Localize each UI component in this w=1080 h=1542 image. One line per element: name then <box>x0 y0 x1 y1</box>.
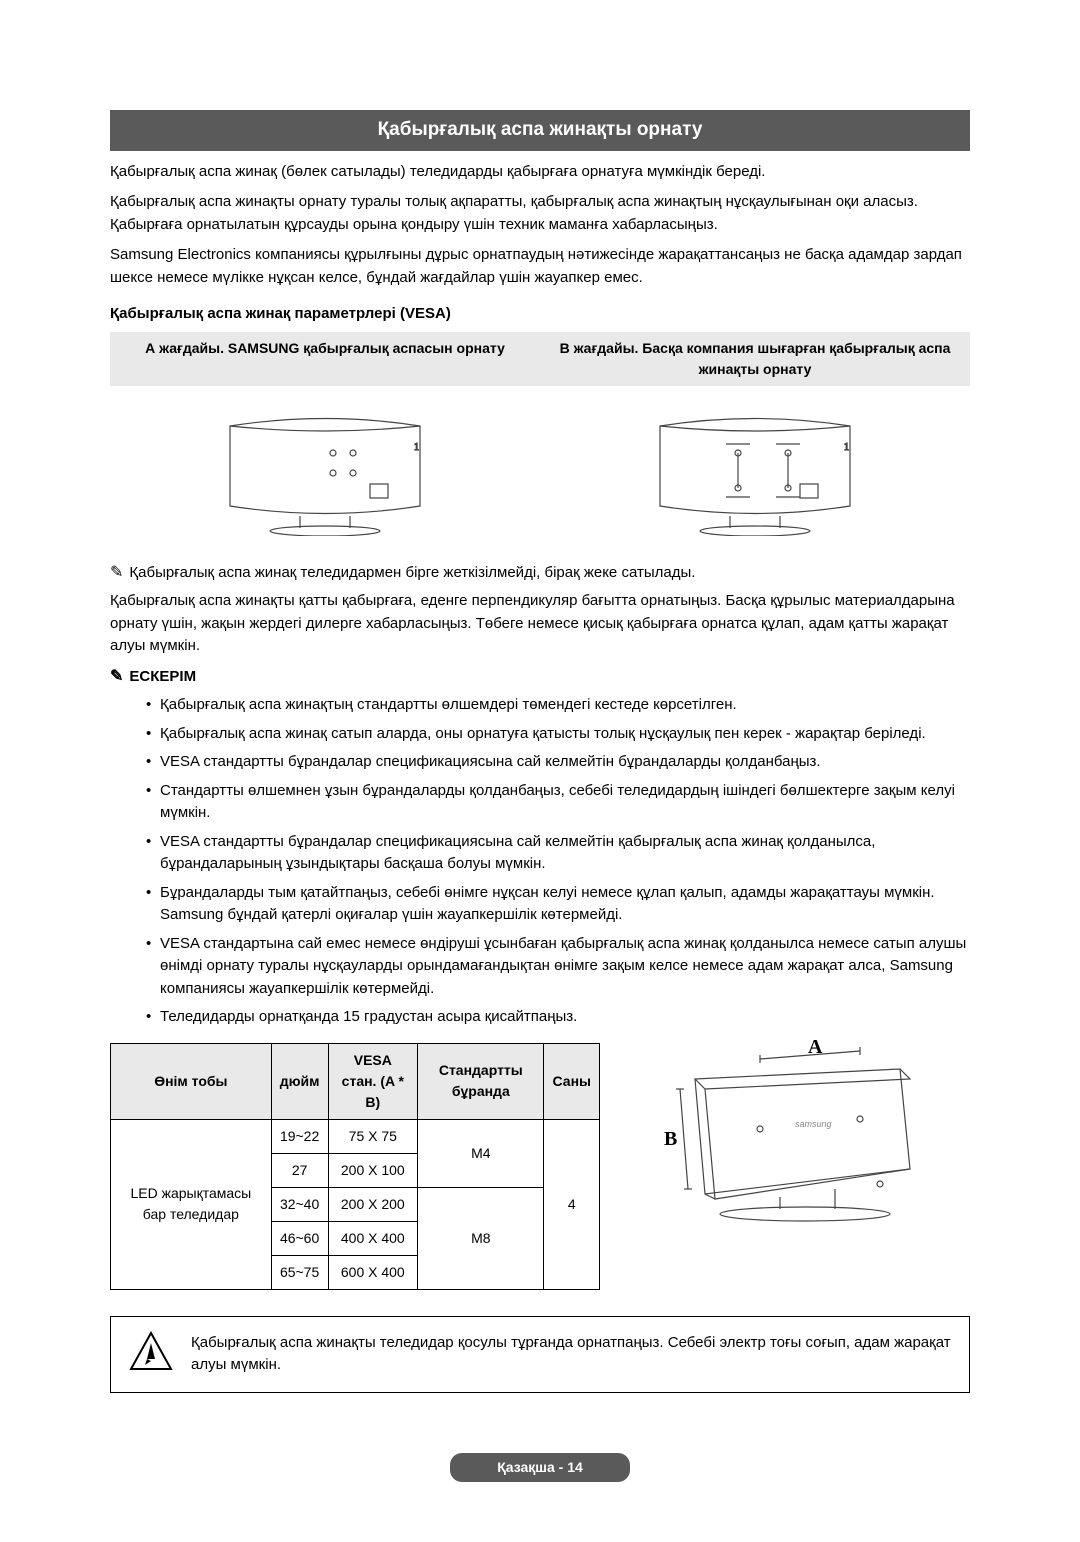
ab-dimension-figure: A B samsung <box>620 1039 970 1229</box>
note-icon: ✎ <box>110 666 123 688</box>
footer-sep: - <box>559 1459 564 1475</box>
footer-lang: Қазақша <box>497 1459 555 1475</box>
label-a: A <box>808 1039 823 1058</box>
th-product: Өнім тобы <box>111 1043 272 1119</box>
list-item: Стандартты өлшемнен ұзын бұрандаларды қо… <box>146 780 970 825</box>
cell-qty: 4 <box>544 1119 600 1289</box>
cell-screw: M4 <box>418 1119 544 1187</box>
cell-inch: 46~60 <box>271 1221 328 1255</box>
cell-inch: 27 <box>271 1153 328 1187</box>
intro-paragraph: Samsung Electronics компаниясы құрылғыны… <box>110 244 970 289</box>
notes-list: Қабырғалық аспа жинақтың стандартты өлше… <box>110 694 970 1029</box>
cell-screw: M8 <box>418 1187 544 1289</box>
cell-vesa: 200 X 200 <box>328 1187 418 1221</box>
cell-inch: 32~40 <box>271 1187 328 1221</box>
note-text: Қабырғалық аспа жинақ теледидармен бірге… <box>129 562 695 585</box>
note-icon: ✎ <box>110 562 123 584</box>
eckerim-label: ЕСКЕРІМ <box>129 666 196 689</box>
th-inch: дюйм <box>271 1043 328 1119</box>
eckerim-header: ✎ ЕСКЕРІМ <box>110 666 970 689</box>
cell-vesa: 600 X 400 <box>328 1255 418 1289</box>
note-sold-separately: ✎ Қабырғалық аспа жинақ теледидармен бір… <box>110 562 970 585</box>
case-illustrations: 1 1 <box>110 396 970 546</box>
page-title-bar: Қабырғалық аспа жинақты орнату <box>110 110 970 151</box>
cell-inch: 65~75 <box>271 1255 328 1289</box>
intro-paragraph: Қабырғалық аспа жинақ (бөлек сатылады) т… <box>110 161 970 184</box>
svg-text:samsung: samsung <box>795 1119 832 1129</box>
case-b-header: В жағдайы. Басқа компания шығарған қабыр… <box>540 332 970 386</box>
list-item: VESA стандартына сай емес немесе өндіруш… <box>146 933 970 1001</box>
list-item: VESA стандартты бұрандалар спецификацияс… <box>146 751 970 774</box>
page-footer: Қазақша - 14 <box>450 1453 630 1482</box>
case-headers: А жағдайы. SAMSUNG қабырғалық аспасын ор… <box>110 332 970 386</box>
cell-inch: 19~22 <box>271 1119 328 1153</box>
list-item: Қабырғалық аспа жинақ сатып аларда, оны … <box>146 723 970 746</box>
cell-vesa: 200 X 100 <box>328 1153 418 1187</box>
cell-product-group: LED жарықтамасы бар теледидар <box>111 1119 272 1289</box>
th-qty: Саны <box>544 1043 600 1119</box>
footer-page: 14 <box>567 1459 583 1475</box>
table-row: LED жарықтамасы бар теледидар 19~22 75 X… <box>111 1119 600 1153</box>
list-item: Қабырғалық аспа жинақтың стандартты өлше… <box>146 694 970 717</box>
warning-box: Қабырғалық аспа жинақты теледидар қосулы… <box>110 1316 970 1394</box>
installation-paragraph: Қабырғалық аспа жинақты қатты қабырғаға,… <box>110 590 970 658</box>
warning-text: Қабырғалық аспа жинақты теледидар қосулы… <box>191 1332 951 1377</box>
th-vesa: VESA стан. (A * B) <box>328 1043 418 1119</box>
table-header-row: Өнім тобы дюйм VESA стан. (A * B) Станда… <box>111 1043 600 1119</box>
case-b-illustration: 1 <box>540 396 970 546</box>
spec-table-row: Өнім тобы дюйм VESA стан. (A * B) Станда… <box>110 1039 970 1290</box>
label-b: B <box>664 1128 677 1150</box>
warning-icon <box>129 1331 173 1379</box>
svg-text:1: 1 <box>844 442 849 453</box>
th-screw: Стандартты бұранда <box>418 1043 544 1119</box>
case-a-header: А жағдайы. SAMSUNG қабырғалық аспасын ор… <box>110 332 540 386</box>
svg-text:1: 1 <box>414 442 419 453</box>
list-item: Теледидарды орнатқанда 15 градустан асыр… <box>146 1006 970 1029</box>
cell-vesa: 75 X 75 <box>328 1119 418 1153</box>
vesa-subtitle: Қабырғалық аспа жинақ параметрлері (VESA… <box>110 303 970 326</box>
list-item: Бұрандаларды тым қатайтпаңыз, себебі өні… <box>146 882 970 927</box>
intro-paragraph: Қабырғалық аспа жинақты орнату туралы то… <box>110 191 970 236</box>
vesa-spec-table: Өнім тобы дюйм VESA стан. (A * B) Станда… <box>110 1043 600 1290</box>
list-item: VESA стандартты бұрандалар спецификацияс… <box>146 831 970 876</box>
cell-vesa: 400 X 400 <box>328 1221 418 1255</box>
case-a-illustration: 1 <box>110 396 540 546</box>
page-title: Қабырғалық аспа жинақты орнату <box>378 119 703 140</box>
